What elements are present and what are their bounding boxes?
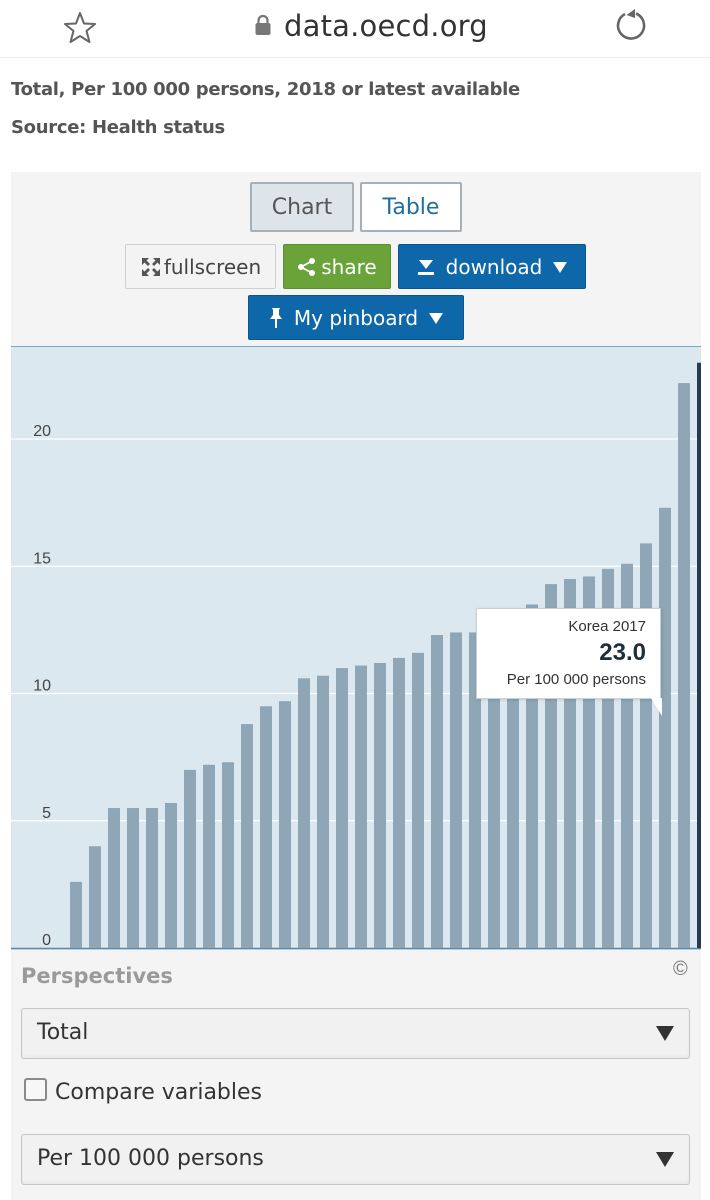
- bar[interactable]: [317, 675, 329, 948]
- fullscreen-button[interactable]: fullscreen: [125, 244, 276, 289]
- bar[interactable]: [127, 808, 139, 948]
- tab-chart-label: Chart: [271, 194, 333, 220]
- caret-down-icon: [429, 312, 444, 324]
- bar[interactable]: [355, 665, 367, 948]
- bar[interactable]: [165, 802, 177, 948]
- bar[interactable]: [469, 632, 481, 948]
- bar[interactable]: [108, 808, 120, 948]
- bar[interactable]: [279, 701, 291, 948]
- bar-highlighted[interactable]: [697, 362, 701, 948]
- compare-variables-label[interactable]: Compare variables: [55, 1080, 263, 1105]
- fullscreen-icon: [141, 257, 160, 276]
- star-icon[interactable]: [62, 10, 98, 46]
- bar[interactable]: [678, 383, 690, 949]
- pinboard-button[interactable]: My pinboard: [248, 295, 464, 340]
- tooltip-pointer: [651, 698, 662, 716]
- chart-source: Source: Health status: [11, 117, 225, 138]
- bar[interactable]: [393, 657, 405, 948]
- download-button[interactable]: download: [398, 244, 586, 289]
- perspective-select-value: Total: [37, 1020, 89, 1045]
- bar[interactable]: [450, 632, 462, 948]
- y-tick-label: 0: [42, 932, 51, 949]
- bar[interactable]: [184, 769, 196, 948]
- bar[interactable]: [298, 678, 310, 948]
- chart-panel: Chart Table fullscreen share download: [11, 172, 701, 1200]
- url-text[interactable]: data.oecd.org: [284, 9, 488, 43]
- reload-icon[interactable]: [612, 7, 650, 45]
- tooltip-label: Korea 2017: [568, 618, 646, 635]
- share-icon: [298, 257, 316, 276]
- copyright-icon[interactable]: ©: [673, 958, 688, 980]
- browser-url-bar: data.oecd.org: [0, 0, 710, 58]
- tab-chart[interactable]: Chart: [250, 182, 354, 232]
- y-tick-label: 5: [42, 805, 51, 822]
- bar-chart-svg: 0 5 10 15 20: [11, 362, 701, 950]
- bar[interactable]: [203, 764, 215, 948]
- bar[interactable]: [488, 632, 500, 948]
- pinboard-label: My pinboard: [293, 305, 419, 330]
- bar[interactable]: [146, 808, 158, 948]
- bar[interactable]: [70, 881, 82, 948]
- bar[interactable]: [89, 846, 101, 948]
- bar-chart: 0 5 10 15 20: [11, 346, 701, 950]
- tooltip-unit: Per 100 000 persons: [506, 671, 646, 688]
- compare-variables-checkbox[interactable]: [24, 1078, 47, 1101]
- bar[interactable]: [507, 629, 519, 948]
- unit-select-value: Per 100 000 persons: [37, 1146, 264, 1171]
- chart-subtitle: Total, Per 100 000 persons, 2018 or late…: [11, 79, 520, 100]
- bar[interactable]: [431, 635, 443, 948]
- share-label: share: [321, 254, 377, 279]
- tab-table-label: Table: [382, 194, 440, 220]
- y-tick-label: 20: [33, 423, 51, 440]
- chevron-down-icon: [656, 1152, 674, 1167]
- bar[interactable]: [659, 507, 671, 948]
- pin-icon: [269, 307, 282, 328]
- download-label: download: [445, 254, 543, 279]
- unit-select[interactable]: Per 100 000 persons: [21, 1134, 690, 1185]
- bar[interactable]: [260, 706, 272, 948]
- share-button[interactable]: share: [283, 244, 391, 289]
- perspective-select[interactable]: Total: [21, 1008, 690, 1059]
- tooltip-value: 23.0: [599, 639, 646, 666]
- bar[interactable]: [336, 668, 348, 948]
- bar[interactable]: [241, 724, 253, 948]
- lock-icon: [255, 14, 271, 35]
- bar[interactable]: [374, 662, 386, 948]
- fullscreen-label: fullscreen: [163, 254, 262, 279]
- caret-down-icon: [553, 261, 568, 273]
- bar[interactable]: [222, 762, 234, 948]
- tab-table[interactable]: Table: [360, 182, 462, 232]
- bar[interactable]: [412, 652, 424, 948]
- y-tick-label: 15: [33, 550, 51, 567]
- perspectives-title: Perspectives: [21, 964, 173, 988]
- download-icon: [417, 259, 434, 275]
- chart-tooltip: Korea 2017 23.0 Per 100 000 persons: [476, 608, 661, 699]
- y-tick-label: 10: [33, 678, 51, 695]
- chevron-down-icon: [656, 1026, 674, 1041]
- bar[interactable]: [640, 543, 652, 948]
